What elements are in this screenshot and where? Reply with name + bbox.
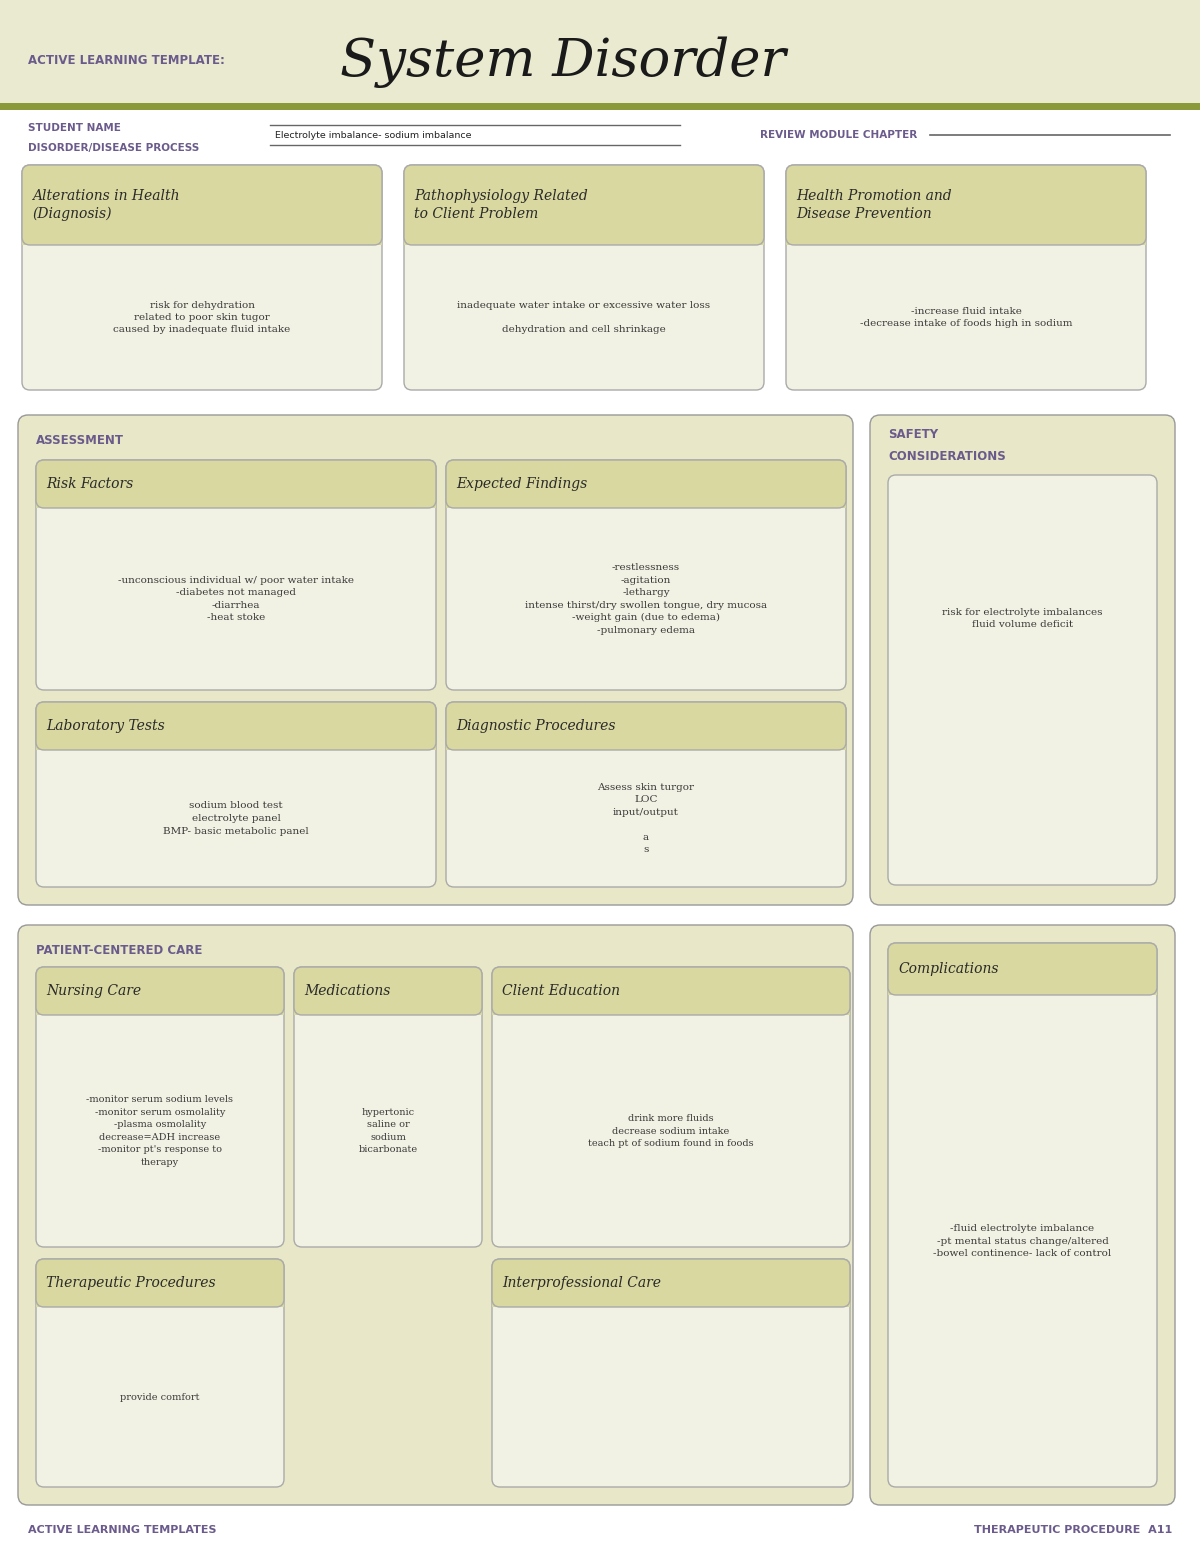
- Text: PATIENT-CENTERED CARE: PATIENT-CENTERED CARE: [36, 944, 203, 957]
- FancyBboxPatch shape: [294, 968, 482, 1247]
- Bar: [404, 205, 764, 245]
- FancyBboxPatch shape: [36, 702, 436, 750]
- FancyBboxPatch shape: [36, 1259, 284, 1488]
- FancyBboxPatch shape: [492, 1259, 850, 1308]
- FancyBboxPatch shape: [888, 475, 1157, 885]
- FancyBboxPatch shape: [446, 460, 846, 690]
- Text: Expected Findings: Expected Findings: [456, 477, 587, 491]
- Bar: [786, 205, 1146, 245]
- Text: STUDENT NAME: STUDENT NAME: [28, 123, 121, 134]
- FancyBboxPatch shape: [492, 968, 850, 1016]
- Text: Complications: Complications: [898, 961, 998, 975]
- Text: Therapeutic Procedures: Therapeutic Procedures: [46, 1277, 216, 1291]
- FancyBboxPatch shape: [404, 165, 764, 390]
- Bar: [492, 991, 850, 1016]
- FancyBboxPatch shape: [870, 415, 1175, 905]
- Text: Laboratory Tests: Laboratory Tests: [46, 719, 164, 733]
- FancyBboxPatch shape: [446, 702, 846, 887]
- FancyBboxPatch shape: [888, 943, 1157, 995]
- FancyBboxPatch shape: [22, 165, 382, 245]
- Text: -unconscious individual w/ poor water intake
-diabetes not managed
-diarrhea
-he: -unconscious individual w/ poor water in…: [118, 576, 354, 623]
- FancyBboxPatch shape: [492, 1259, 850, 1488]
- FancyBboxPatch shape: [36, 702, 436, 887]
- Bar: [22, 205, 382, 245]
- Text: Medications: Medications: [304, 985, 390, 999]
- Bar: [0, 0, 1200, 106]
- FancyBboxPatch shape: [786, 165, 1146, 245]
- Text: Interprofessional Care: Interprofessional Care: [502, 1277, 661, 1291]
- Text: ACTIVE LEARNING TEMPLATES: ACTIVE LEARNING TEMPLATES: [28, 1525, 216, 1534]
- Text: Nursing Care: Nursing Care: [46, 985, 142, 999]
- Text: REVIEW MODULE CHAPTER: REVIEW MODULE CHAPTER: [760, 130, 917, 140]
- Text: -restlessness
-agitation
-lethargy
intense thirst/dry swollen tongue, dry mucosa: -restlessness -agitation -lethargy inten…: [524, 564, 767, 635]
- Bar: [36, 991, 284, 1016]
- Text: hypertonic
saline or
sodium
bicarbonate: hypertonic saline or sodium bicarbonate: [359, 1107, 418, 1154]
- Text: System Disorder: System Disorder: [340, 36, 786, 89]
- Text: provide comfort: provide comfort: [120, 1393, 199, 1401]
- Text: -fluid electrolyte imbalance
-pt mental status change/altered
-bowel continence-: -fluid electrolyte imbalance -pt mental …: [934, 1224, 1111, 1258]
- FancyBboxPatch shape: [36, 1259, 284, 1308]
- Bar: [0, 102, 1200, 110]
- Text: SAFETY: SAFETY: [888, 429, 938, 441]
- FancyBboxPatch shape: [446, 702, 846, 750]
- FancyBboxPatch shape: [36, 460, 436, 690]
- FancyBboxPatch shape: [36, 968, 284, 1247]
- Text: ACTIVE LEARNING TEMPLATE:: ACTIVE LEARNING TEMPLATE:: [28, 53, 224, 67]
- Text: THERAPEUTIC PROCEDURE  A11: THERAPEUTIC PROCEDURE A11: [973, 1525, 1172, 1534]
- FancyBboxPatch shape: [36, 460, 436, 508]
- Text: -increase fluid intake
-decrease intake of foods high in sodium: -increase fluid intake -decrease intake …: [859, 307, 1073, 328]
- FancyBboxPatch shape: [786, 165, 1146, 390]
- FancyBboxPatch shape: [446, 460, 846, 508]
- FancyBboxPatch shape: [870, 926, 1175, 1505]
- FancyBboxPatch shape: [492, 968, 850, 1247]
- Text: risk for electrolyte imbalances
fluid volume deficit: risk for electrolyte imbalances fluid vo…: [942, 607, 1103, 629]
- Text: inadequate water intake or excessive water loss

dehydration and cell shrinkage: inadequate water intake or excessive wat…: [457, 300, 710, 334]
- FancyBboxPatch shape: [888, 943, 1157, 1488]
- Bar: [446, 485, 846, 508]
- Text: Electrolyte imbalance- sodium imbalance: Electrolyte imbalance- sodium imbalance: [275, 132, 472, 140]
- Bar: [446, 725, 846, 750]
- Bar: [294, 991, 482, 1016]
- Text: sodium blood test
electrolyte panel
BMP- basic metabolic panel: sodium blood test electrolyte panel BMP-…: [163, 801, 308, 836]
- Text: Diagnostic Procedures: Diagnostic Procedures: [456, 719, 616, 733]
- Text: ASSESSMENT: ASSESSMENT: [36, 433, 124, 447]
- Text: Pathophysiology Related
to Client Problem: Pathophysiology Related to Client Proble…: [414, 189, 588, 221]
- Text: -monitor serum sodium levels
-monitor serum osmolality
-plasma osmolality
decrea: -monitor serum sodium levels -monitor se…: [86, 1095, 234, 1166]
- Text: Alterations in Health
(Diagnosis): Alterations in Health (Diagnosis): [32, 189, 180, 221]
- FancyBboxPatch shape: [294, 968, 482, 1016]
- Bar: [36, 485, 436, 508]
- FancyBboxPatch shape: [22, 165, 382, 390]
- Text: Risk Factors: Risk Factors: [46, 477, 133, 491]
- Bar: [888, 969, 1157, 995]
- Bar: [36, 1283, 284, 1308]
- Bar: [492, 1283, 850, 1308]
- Text: DISORDER/DISEASE PROCESS: DISORDER/DISEASE PROCESS: [28, 143, 199, 154]
- FancyBboxPatch shape: [404, 165, 764, 245]
- FancyBboxPatch shape: [36, 968, 284, 1016]
- FancyBboxPatch shape: [18, 415, 853, 905]
- Text: Health Promotion and
Disease Prevention: Health Promotion and Disease Prevention: [796, 189, 952, 221]
- Text: Assess skin turgor
LOC
input/output

a
s: Assess skin turgor LOC input/output a s: [598, 783, 695, 854]
- Text: drink more fluids
decrease sodium intake
teach pt of sodium found in foods: drink more fluids decrease sodium intake…: [588, 1114, 754, 1148]
- FancyBboxPatch shape: [18, 926, 853, 1505]
- Bar: [36, 725, 436, 750]
- Text: CONSIDERATIONS: CONSIDERATIONS: [888, 450, 1006, 463]
- Text: risk for dehydration
related to poor skin tugor
caused by inadequate fluid intak: risk for dehydration related to poor ski…: [113, 300, 290, 334]
- Text: Client Education: Client Education: [502, 985, 620, 999]
